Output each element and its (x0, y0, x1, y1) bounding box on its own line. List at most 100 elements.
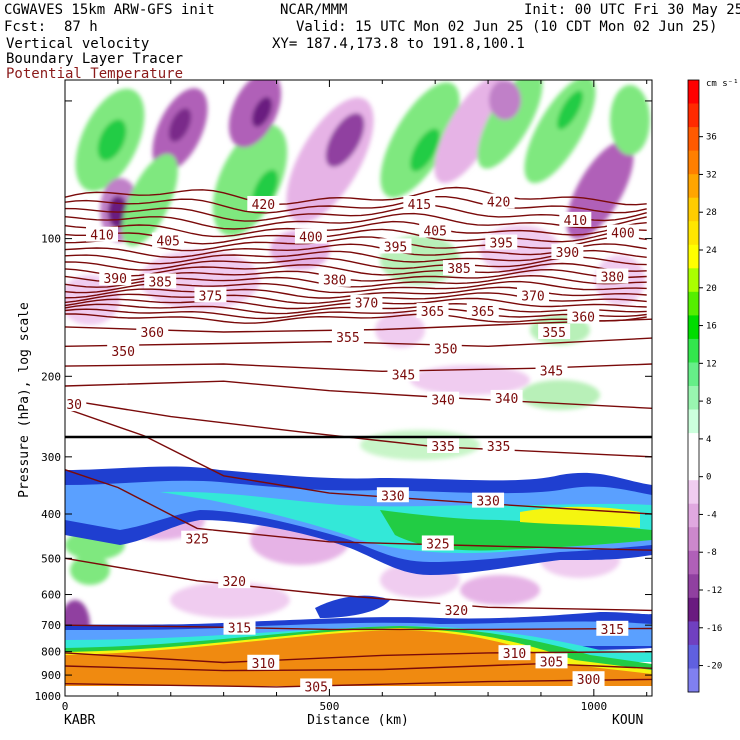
theta-label: 370 (355, 297, 378, 312)
theta-contour-line (65, 204, 647, 222)
theta-label-bg (596, 268, 629, 284)
theta-label: 420 (252, 198, 275, 213)
colorbar-swatch (688, 480, 699, 505)
cross-section-coords: XY= 187.4,173.8 to 191.8,100.1 (272, 36, 525, 52)
colorbar-tick-label: 12 (706, 359, 717, 369)
colorbar-swatch (688, 80, 699, 104)
colorbar-swatch (688, 197, 699, 222)
theta-contour-line (65, 624, 652, 631)
theta-contour-line (65, 212, 647, 230)
y-tick-label: 400 (41, 508, 61, 521)
theta-label: 405 (423, 225, 446, 240)
colorbar-swatch (688, 103, 699, 128)
colorbar-swatch (688, 456, 699, 481)
theta-contour-line (65, 651, 652, 664)
theta-label: 380 (323, 274, 346, 289)
theta-label: 390 (556, 246, 579, 261)
theta-label: 400 (611, 227, 634, 242)
theta-label-bg (538, 323, 571, 339)
theta-label-bg (442, 260, 475, 276)
colorbar-tick-label: 28 (706, 208, 717, 218)
colorbar-swatch (688, 574, 699, 599)
theta-label-bg (247, 654, 280, 670)
y-tick-label: 600 (41, 589, 61, 602)
theta-label-bg (466, 303, 499, 319)
colorbar-swatch (688, 315, 699, 340)
theta-label-bg (194, 287, 227, 303)
field-label-tracer: Boundary Layer Tracer (6, 51, 184, 67)
theta-label-bg (419, 222, 452, 238)
theta-contour-line (65, 678, 652, 688)
colorbar-tick-label: 32 (706, 170, 717, 180)
y-tick-label: 500 (41, 552, 61, 565)
y-tick-label: 300 (41, 451, 61, 464)
theta-label-bg (247, 195, 280, 211)
theta-label: 365 (471, 305, 494, 320)
y-tick-label: 1000 (35, 690, 62, 703)
org-label: NCAR/MMM (280, 2, 348, 18)
y-tick-label: 200 (41, 370, 61, 383)
theta-label-bg (517, 287, 550, 303)
theta-label-bg (606, 224, 639, 240)
theta-label: 400 (299, 231, 322, 246)
colorbar-swatch (688, 127, 699, 152)
theta-label-bg (300, 678, 333, 694)
theta-label-bg (559, 211, 592, 227)
theta-label-bg (498, 645, 531, 661)
theta-label: 335 (487, 440, 510, 455)
theta-contour-line (65, 236, 647, 252)
theta-label: 310 (252, 657, 275, 672)
theta-label: 330 (59, 398, 82, 413)
theta-label: 315 (601, 623, 624, 638)
colorbar-tick-label: 16 (706, 322, 717, 332)
theta-contour-line (65, 337, 652, 348)
theta-contour-line (65, 313, 647, 324)
theta-contour-line (65, 243, 647, 259)
theta-contour-line (65, 186, 647, 206)
colorbar-tick-label: -8 (706, 548, 717, 558)
theta-label-bg (490, 389, 523, 405)
theta-label: 355 (542, 326, 565, 341)
theta-contour-line (65, 407, 652, 515)
colorbar-tick-label: -12 (706, 586, 722, 596)
y-axis: 100 200 300 400 500 600 700 800 900 1000 (35, 100, 652, 703)
theta-label: 420 (487, 196, 510, 211)
theta-label-bg (429, 340, 462, 356)
theta-contour-line (65, 256, 647, 271)
theta-label-bg (440, 602, 473, 618)
colorbar-swatch (688, 621, 699, 646)
theta-label-bg (152, 232, 185, 248)
theta-label: 310 (503, 647, 526, 662)
theta-label-bg (421, 535, 454, 551)
theta-label: 385 (148, 275, 171, 290)
x-axis-label: Distance (km) (307, 713, 409, 728)
theta-label: 345 (392, 368, 415, 383)
colorbar-tick-label: 4 (706, 435, 711, 445)
colorbar-unit: cm s⁻¹ (706, 79, 739, 89)
theta-label-bg (427, 391, 460, 407)
colorbar-swatch (688, 597, 699, 622)
theta-contour-line (65, 308, 647, 320)
theta-label-bg (107, 342, 140, 358)
theta-label: 385 (447, 262, 470, 277)
x-tick-label: 1000 (581, 700, 608, 713)
theta-label: 375 (199, 289, 222, 304)
theta-label-bg (596, 620, 629, 636)
colorbar-swatch (688, 362, 699, 387)
theta-label: 340 (431, 394, 454, 409)
colorbar-swatch (688, 644, 699, 669)
forecast-hour: 87 h (64, 19, 98, 35)
theta-label-bg (535, 362, 568, 378)
colorbar-tick-label: 20 (706, 284, 717, 294)
valid-time: Valid: 15 UTC Mon 02 Jun 25 (10 CDT Mon … (296, 19, 718, 35)
theta-label: 390 (103, 272, 126, 287)
theta-label-bg (379, 238, 412, 254)
model-title: CGWAVES 15km ARW-GFS init (4, 2, 215, 18)
colorbar-tick-label: 36 (706, 133, 717, 143)
station-left: KABR (64, 713, 95, 728)
y-axis-label: Pressure (hPa), log scale (17, 302, 32, 498)
theta-contour-line (65, 220, 647, 238)
colorbar-swatch (688, 221, 699, 246)
theta-label: 340 (495, 392, 518, 407)
